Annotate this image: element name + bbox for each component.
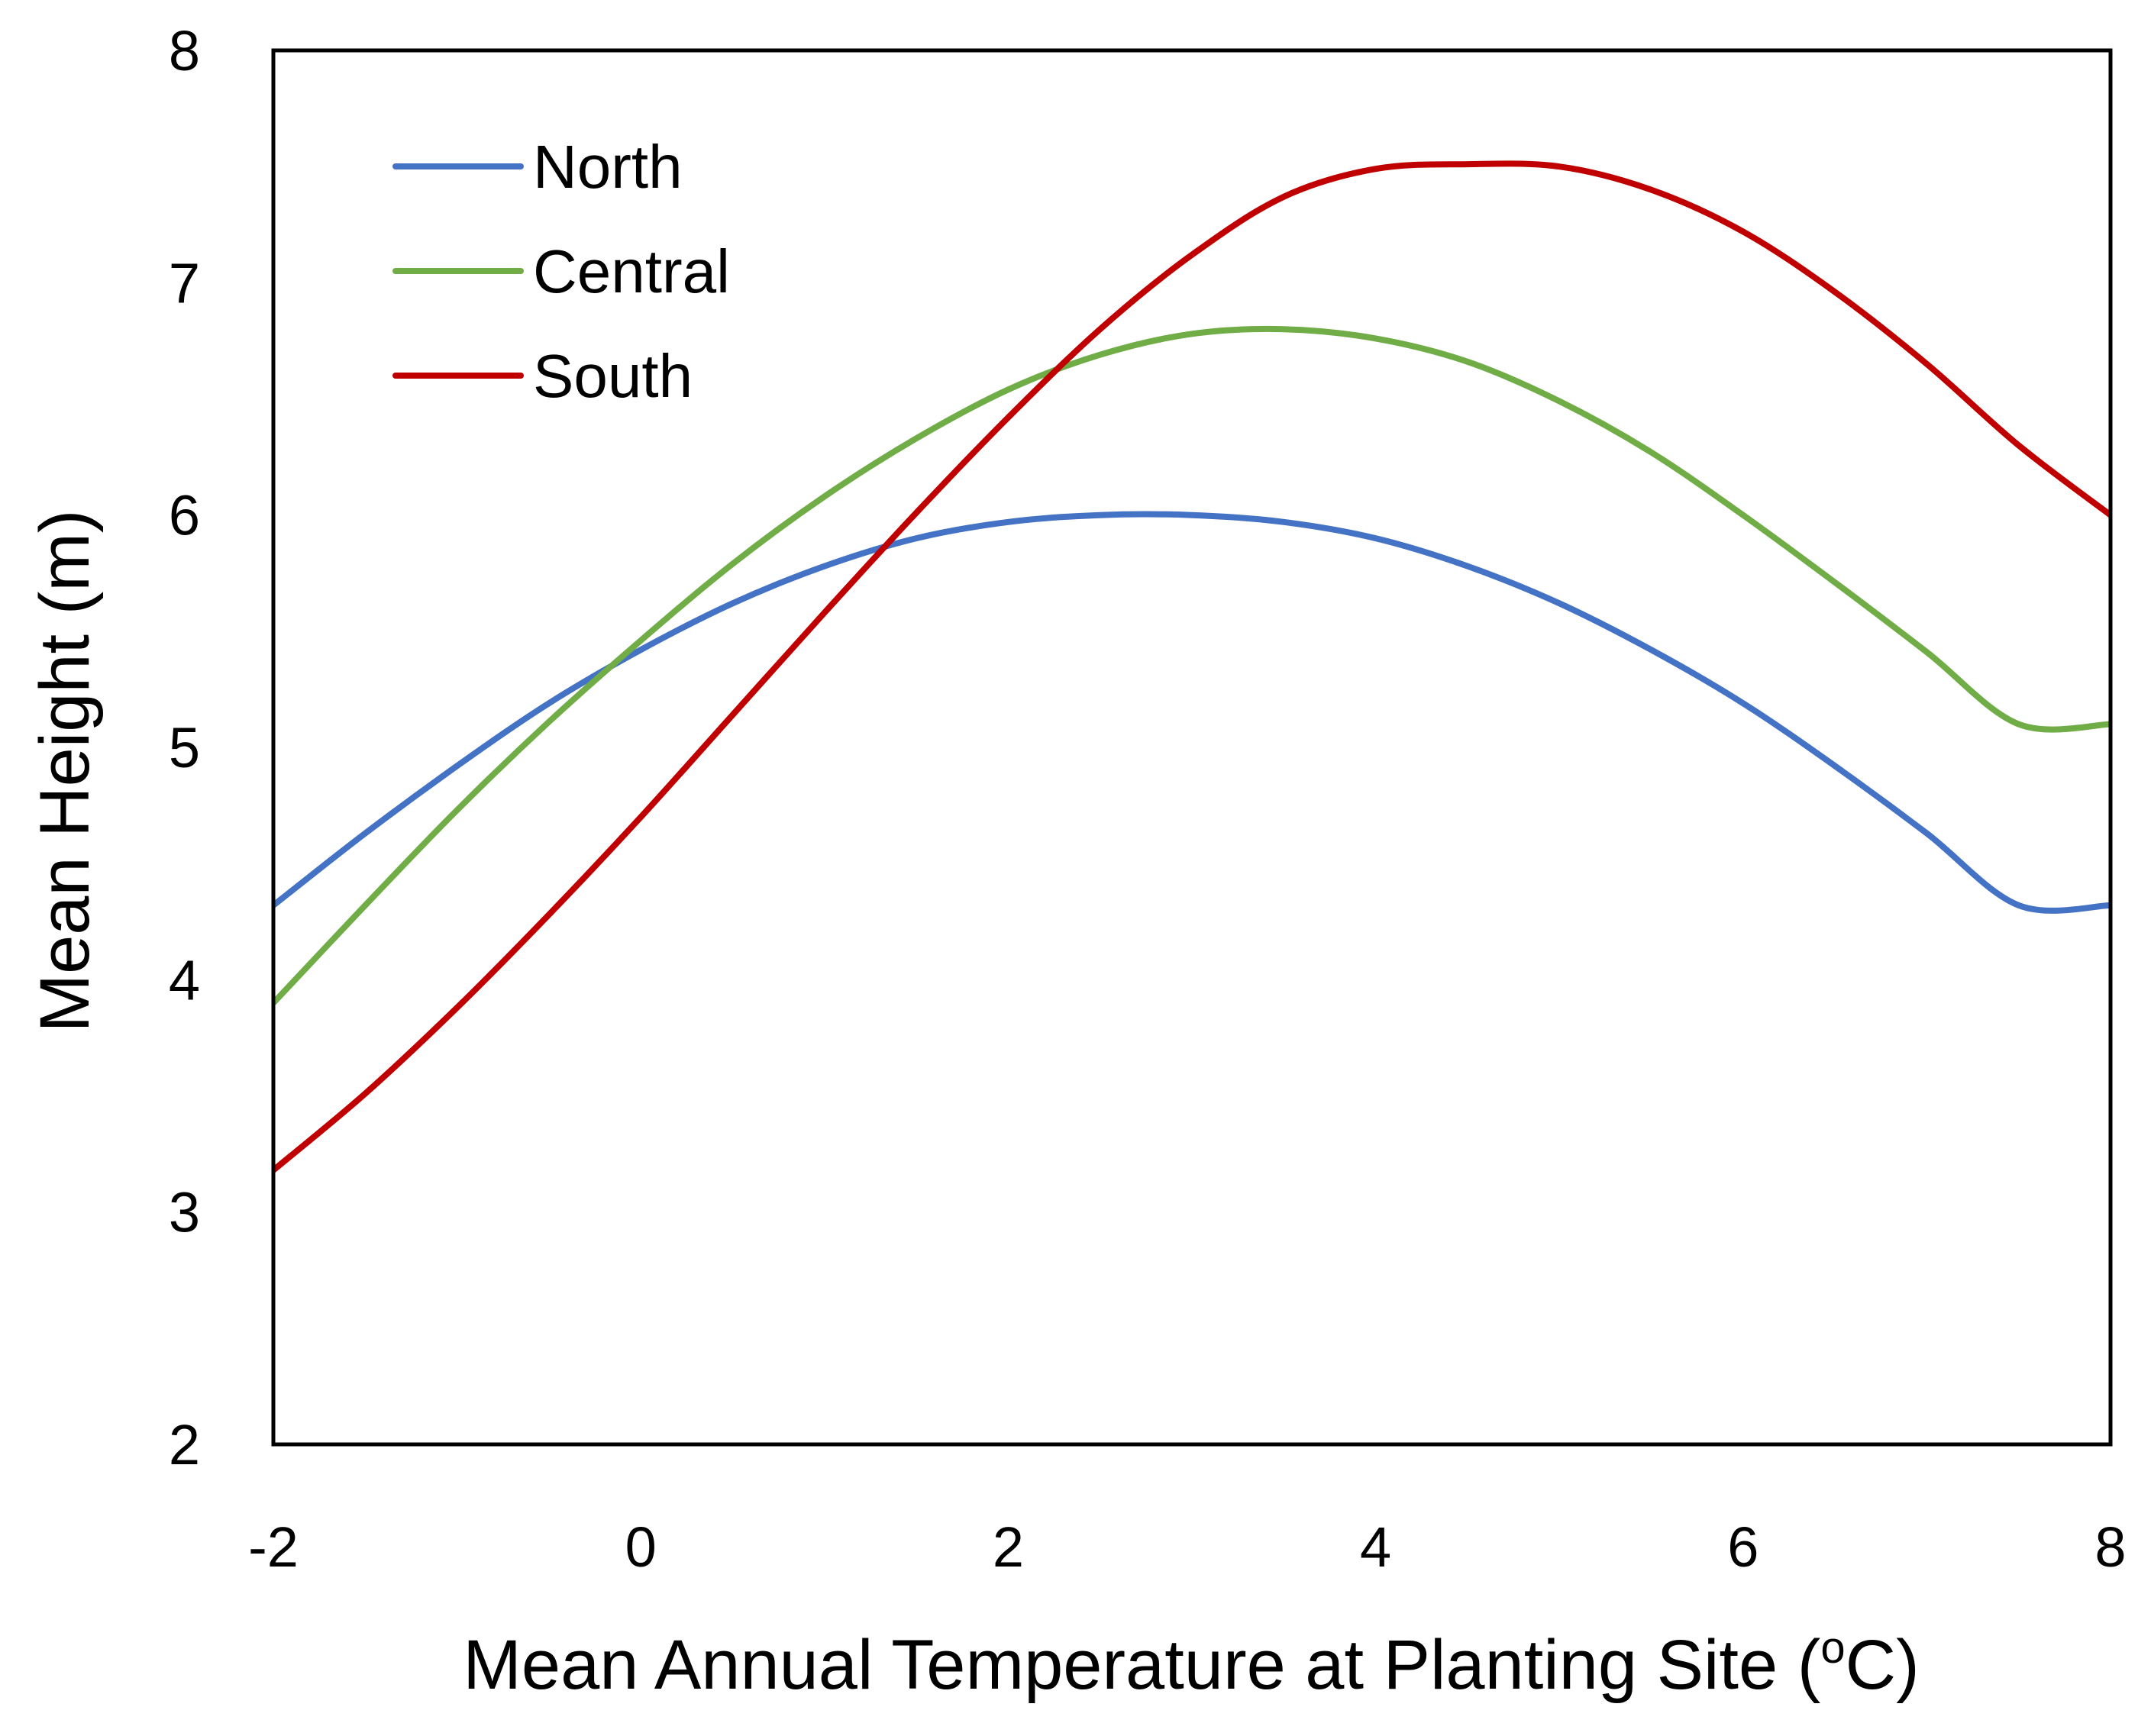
y-tick-label: 6 (169, 484, 200, 547)
legend-label-south: South (533, 342, 693, 410)
y-tick-label: 2 (169, 1413, 200, 1476)
x-tick-label: 4 (1360, 1515, 1391, 1579)
y-tick-label: 4 (169, 948, 200, 1012)
y-tick-label: 8 (169, 19, 200, 82)
series-line-north (271, 511, 2111, 914)
x-tick-label: 2 (993, 1515, 1024, 1579)
tick-labels: -2 0 2 4 6 8 2 3 4 5 6 7 8 (169, 19, 2127, 1579)
plot-frame (271, 48, 2113, 1447)
legend: North Central South (392, 133, 730, 410)
x-axis-title: Mean Annual Temperature at Planting Site… (463, 1623, 1919, 1704)
x-axis-title-end: C) (1846, 1626, 1920, 1704)
series-lines (271, 160, 2113, 1173)
y-tick-label: 7 (169, 251, 200, 315)
legend-label-north: North (533, 133, 683, 201)
x-tick-label: 6 (1727, 1515, 1759, 1579)
series-line-south (271, 160, 2113, 1173)
x-tick-label: -2 (248, 1515, 299, 1579)
x-axis-title-main: Mean Annual Temperature at Planting Site… (463, 1626, 1820, 1704)
series-line-central (271, 325, 2111, 1005)
x-tick-label: 8 (2094, 1515, 2126, 1579)
y-tick-label: 3 (169, 1181, 200, 1244)
legend-label-central: Central (533, 237, 730, 305)
x-axis-title-superscript: o (1820, 1623, 1845, 1673)
x-tick-label: 0 (625, 1515, 657, 1579)
y-tick-label: 5 (169, 716, 200, 779)
y-axis-title: Mean Height (m) (26, 509, 104, 1032)
